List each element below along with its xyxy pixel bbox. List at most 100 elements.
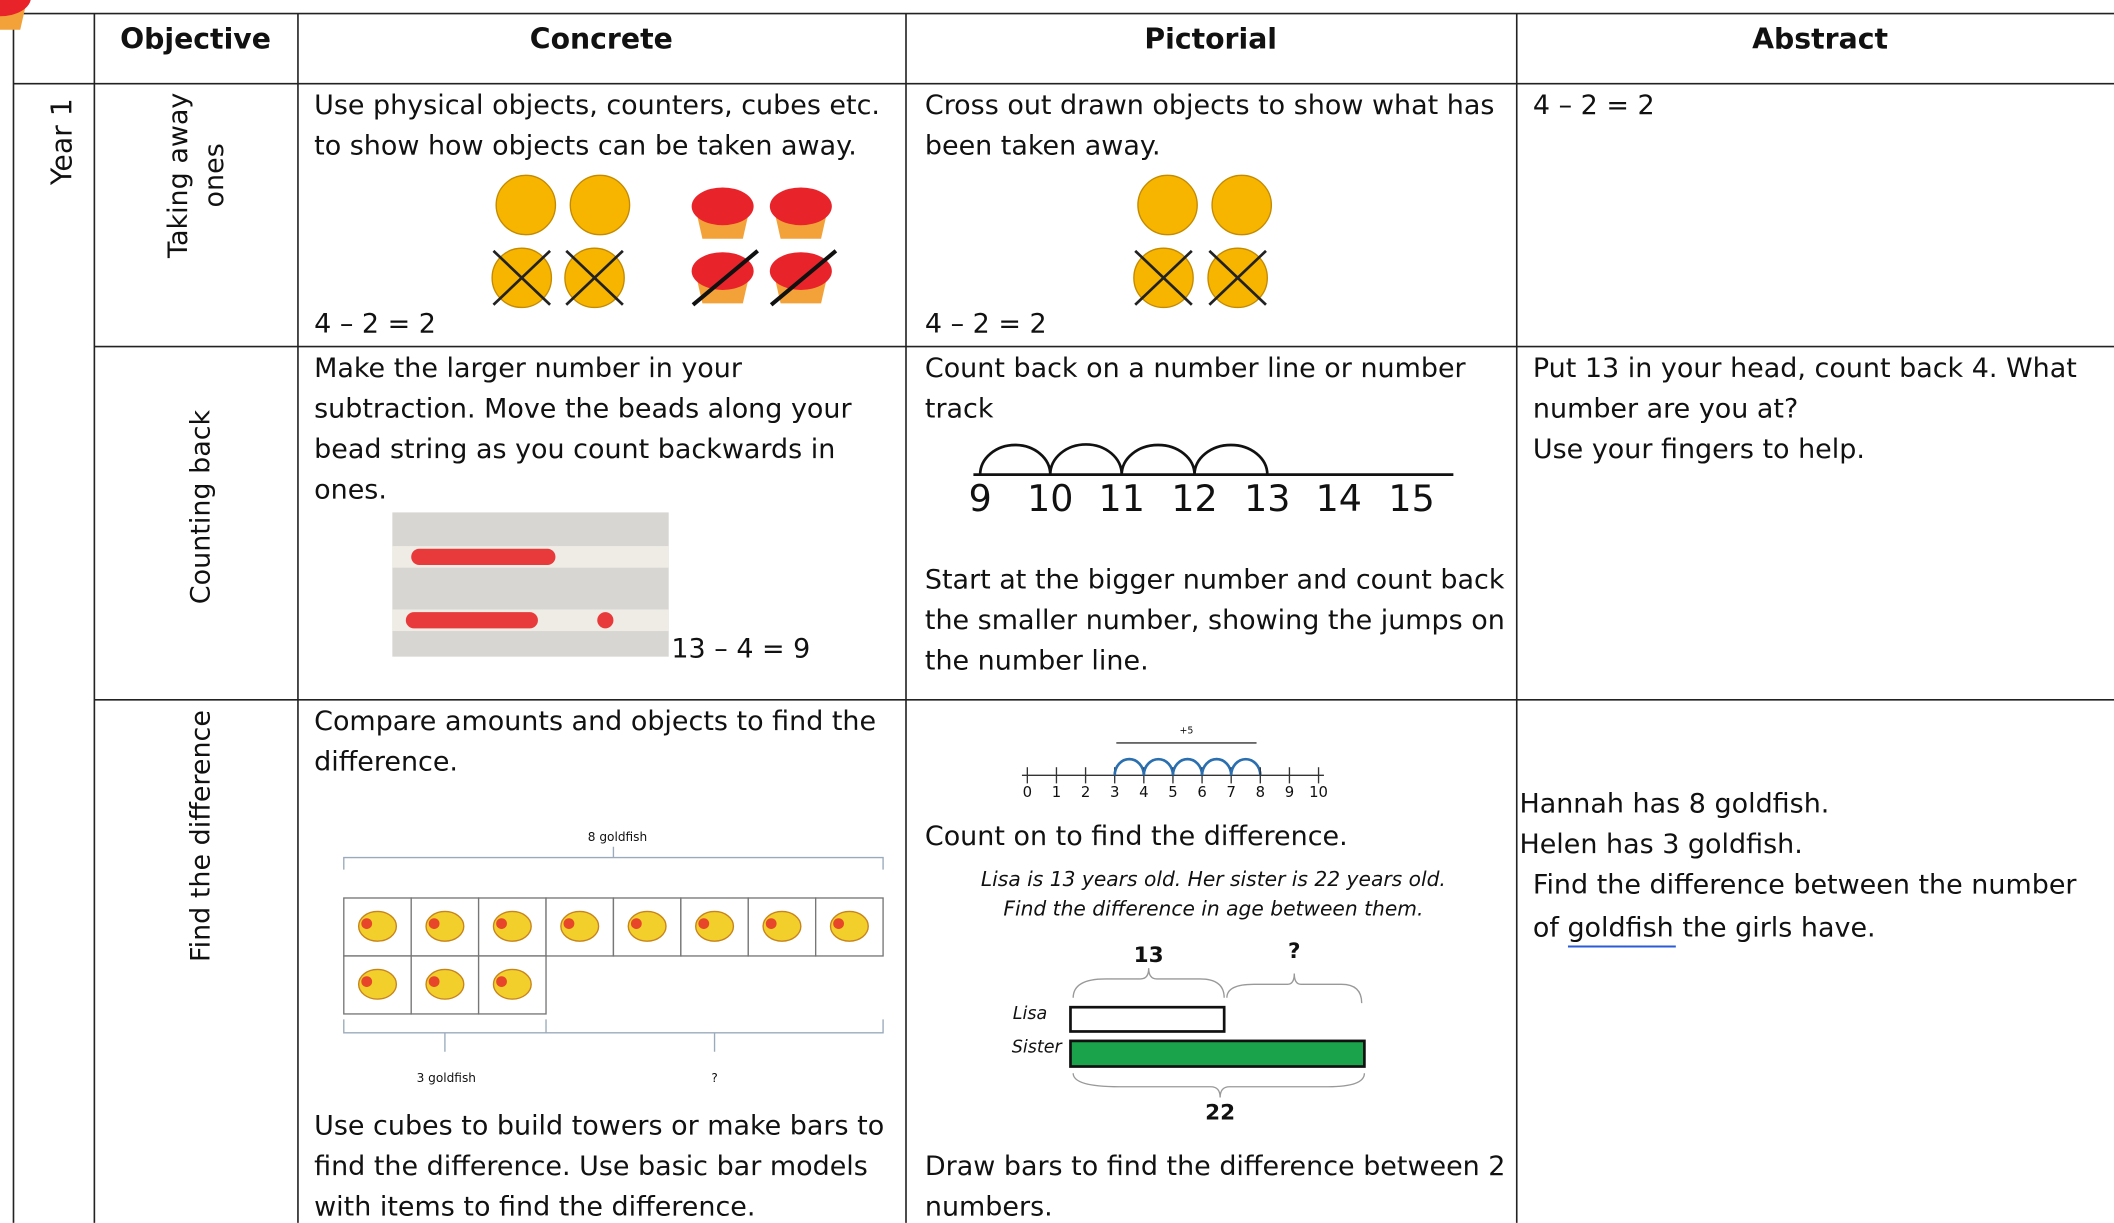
number-line-label: 13	[1244, 477, 1290, 520]
cell	[410, 955, 480, 1015]
counters-concrete	[491, 174, 631, 309]
bar-label: 8 goldfish	[588, 830, 647, 844]
cell-text: numbers.	[925, 1192, 1053, 1223]
jump-label: +5	[1179, 725, 1193, 736]
number-line-label: 9	[1285, 784, 1294, 801]
cell-text: Helen has 3 goldfish.	[1519, 829, 1802, 860]
number-line-label: 3	[1110, 784, 1119, 801]
cell-text: number are you at?	[1533, 393, 1798, 424]
objective: Counting back	[186, 409, 217, 604]
year-label: Year 1	[45, 98, 78, 186]
cell-text: Count on to find the difference.	[925, 821, 1348, 852]
cell-text: 4 – 2 = 2	[1533, 90, 1655, 121]
column-header: Abstract	[1752, 23, 1888, 56]
cell-text: the smaller number, showing the jumps on	[925, 605, 1505, 636]
counters-pictorial	[1133, 174, 1273, 309]
sister-bar	[1069, 1039, 1366, 1068]
jump	[1171, 757, 1204, 776]
goldfish-eye	[428, 976, 440, 987]
bar-label: 22	[1205, 1101, 1235, 1126]
cell-text: ones.	[314, 474, 387, 505]
bar-label: ?	[711, 1071, 717, 1085]
number-line-label: 12	[1171, 477, 1217, 520]
cell-text: difference.	[314, 747, 458, 778]
bead-string-photo	[392, 512, 669, 657]
number-line-label: 10	[1027, 477, 1073, 520]
number-line-label: 4	[1139, 784, 1148, 801]
goldfish-eye	[765, 918, 777, 930]
table-grid	[12, 12, 2114, 1223]
number-line-small	[1021, 742, 1324, 784]
equation: 4 – 2 = 2	[925, 309, 1047, 340]
cell-text: track	[925, 393, 994, 424]
number-line-label: 15	[1388, 477, 1434, 520]
goldfish-eye	[833, 918, 844, 930]
goldfish-cells	[343, 897, 884, 1015]
cell-text: to show how objects can be taken away.	[314, 131, 857, 162]
cell-text: Use physical objects, counters, cubes et…	[314, 90, 880, 121]
cell-text: find the difference. Use basic bar model…	[314, 1151, 868, 1182]
age-braces	[1072, 968, 1366, 1098]
cell-text: Cross out drawn objects to show what has	[925, 90, 1495, 121]
cell-text: the number line.	[925, 646, 1149, 677]
goldfish-eye	[630, 918, 642, 930]
problem-text: Lisa is 13 years old. Her sister is 22 y…	[981, 867, 1446, 891]
bar-label: Lisa	[1013, 1004, 1047, 1024]
lisa-bar	[1069, 1005, 1226, 1033]
cell-text: Find the difference between the number	[1533, 869, 2077, 900]
cupcakes	[0, 0, 838, 307]
objective: ones	[199, 143, 230, 207]
bar-label: 13	[1134, 943, 1164, 968]
goldfish-eye	[563, 918, 575, 930]
cell-text: Compare amounts and objects to find the	[314, 706, 876, 737]
cell-text: Count back on a number line or number	[925, 353, 1467, 384]
objective: Taking away	[163, 93, 194, 259]
cell-text: Use cubes to build towers or make bars t…	[314, 1111, 884, 1142]
cell-text: of goldfish the girls have.	[1533, 913, 1876, 944]
objective: Find the difference	[186, 710, 217, 962]
problem-text: Find the difference in age between them.	[1003, 897, 1423, 921]
cell-text: Make the larger number in your	[314, 353, 743, 384]
number-line-label: 5	[1168, 784, 1177, 801]
number-line-label: 11	[1099, 477, 1145, 520]
number-line-label: 2	[1081, 784, 1090, 801]
column-header: Objective	[120, 23, 271, 56]
cell-text: Start at the bigger number and count bac…	[925, 565, 1505, 596]
cell-text: with items to find the difference.	[314, 1192, 755, 1223]
cell-text: Draw bars to find the difference between…	[925, 1151, 1506, 1182]
column-header: Concrete	[530, 23, 673, 56]
goldfish-eye	[361, 976, 373, 987]
bar-label: ?	[1288, 939, 1301, 964]
cell-text: been taken away.	[925, 131, 1161, 162]
goldfish-eye	[361, 918, 373, 930]
cell-text: Put 13 in your head, count back 4. What	[1533, 353, 2077, 384]
number-line-label: 14	[1316, 477, 1362, 520]
bar-model-brace	[343, 846, 884, 1052]
jump	[1200, 757, 1233, 776]
number-line-jumps	[973, 443, 1454, 477]
equation: 13 – 4 = 9	[671, 633, 810, 664]
goldfish-eye	[698, 918, 710, 930]
cell-text: bead string as you count backwards in	[314, 434, 835, 465]
number-line-label: 9	[969, 477, 992, 520]
goldfish-eye	[428, 918, 440, 930]
cell-text: subtraction. Move the beads along your	[314, 393, 852, 424]
jump	[1113, 757, 1146, 776]
jump	[1229, 757, 1262, 776]
number-line-label: 1	[1052, 784, 1061, 801]
number-line-label: 0	[1023, 784, 1032, 801]
equation: 4 – 2 = 2	[314, 309, 436, 340]
number-line-label: 8	[1256, 784, 1265, 801]
bar-label: Sister	[1012, 1038, 1064, 1058]
cell-text: Hannah has 8 goldfish.	[1519, 788, 1829, 819]
goldfish-eye	[496, 976, 507, 987]
number-line-label: 10	[1309, 784, 1328, 801]
number-line-label: 7	[1226, 784, 1235, 801]
bar-label: 3 goldfish	[417, 1071, 476, 1085]
column-header: Pictorial	[1144, 23, 1277, 56]
goldfish-eye	[496, 918, 507, 930]
number-line-label: 6	[1197, 784, 1206, 801]
jump	[1142, 757, 1175, 776]
cell-text: Use your fingers to help.	[1533, 434, 1865, 465]
